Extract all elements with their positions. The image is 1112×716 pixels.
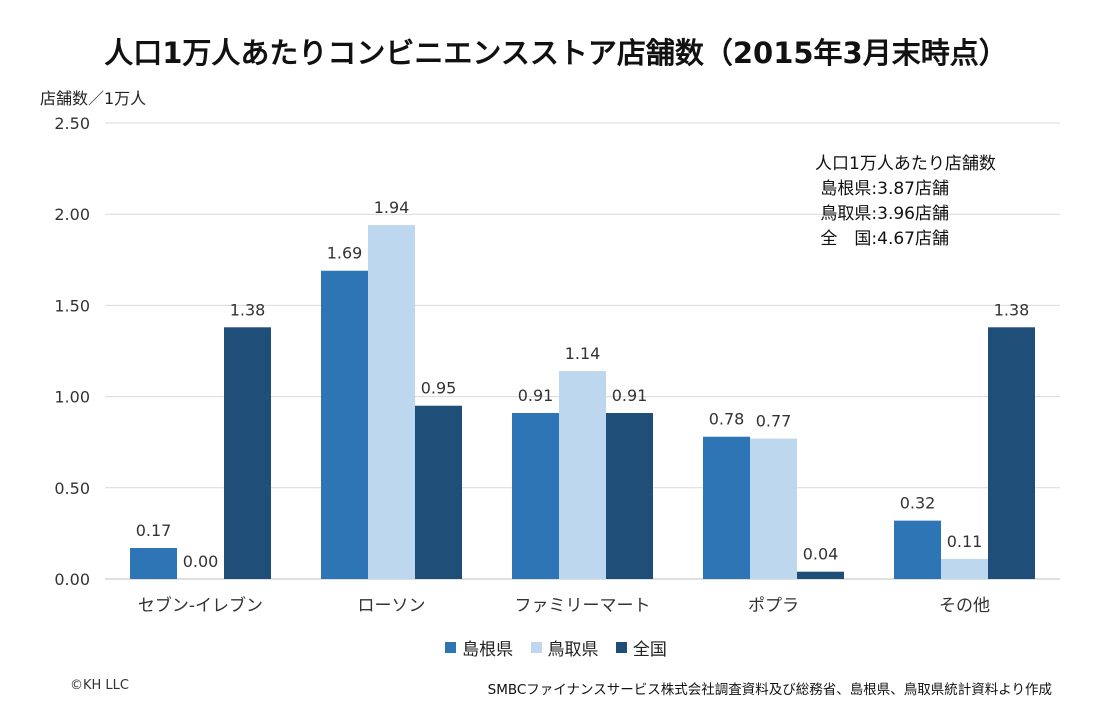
bar	[415, 405, 462, 579]
bar	[606, 413, 653, 579]
data-label: 0.11	[947, 532, 983, 551]
legend: 島根県 鳥取県 全国	[0, 635, 1112, 660]
bar	[941, 558, 988, 579]
data-label: 1.69	[327, 244, 363, 263]
legend-label-national: 全国	[632, 640, 667, 660]
data-label: 0.17	[136, 521, 172, 540]
legend-item-national: 全国	[615, 635, 667, 660]
copyright: ©KH LLC	[70, 678, 129, 693]
data-labels: 0.17 0.00 1.38 1.69 1.94 0.95 0.91 1.14 0.91 0.78…	[136, 198, 1030, 571]
y-tick-label: 0.50	[54, 479, 90, 498]
x-tick-label: ローソン	[358, 596, 426, 616]
data-label: 0.95	[421, 379, 457, 398]
data-label: 0.32	[900, 494, 936, 513]
y-axis-label: 店舗数／1万人	[40, 89, 147, 108]
bar	[750, 438, 797, 579]
bar	[559, 371, 606, 579]
bar	[988, 327, 1035, 579]
y-tick-labels: 0.00 0.50 1.00 1.50 2.00 2.50	[54, 114, 90, 589]
y-tick-label: 2.50	[54, 114, 90, 133]
data-label: 0.91	[612, 386, 648, 405]
legend-label-tottori: 鳥取県	[547, 640, 599, 660]
legend-item-shimane: 島根県	[445, 635, 513, 660]
data-label: 1.38	[994, 300, 1030, 319]
x-tick-label: ポプラ	[748, 596, 799, 616]
data-label: 0.91	[518, 386, 554, 405]
summary-annotation: 人口1万人あたり店舗数 島根県:3.87店舗 鳥取県:3.96店舗 全 国:4.…	[815, 152, 996, 252]
bar	[797, 571, 844, 579]
data-label: 1.94	[374, 198, 410, 217]
y-tick-label: 1.00	[54, 388, 90, 407]
legend-label-shimane: 島根県	[462, 640, 514, 660]
annotation-line-shimane: 島根県:3.87店舗	[815, 179, 949, 199]
chart-title: 人口1万人あたりコンビニエンスストア店舗数（2015年3月末時点）	[104, 36, 1008, 70]
bar	[321, 270, 368, 579]
bar	[224, 327, 271, 579]
y-tick-label: 2.00	[54, 205, 90, 224]
annotation-line-tottori: 鳥取県:3.96店舗	[815, 204, 949, 224]
annotation-line-national: 全 国:4.67店舗	[815, 229, 949, 249]
x-tick-label: セブン-イレブン	[138, 595, 263, 616]
x-tick-labels: セブン-イレブン ローソン ファミリーマート ポプラ その他	[138, 595, 990, 616]
bar	[703, 436, 750, 579]
data-label: 1.38	[230, 300, 266, 319]
bar	[368, 225, 415, 580]
bar	[512, 413, 559, 579]
source-note: SMBCファイナンスサービス株式会社調査資料及び総務省、島根県、鳥取県統計資料よ…	[487, 682, 1052, 698]
bar	[130, 547, 177, 579]
legend-swatch-national	[615, 642, 627, 653]
bars	[130, 225, 1035, 580]
x-tick-label: ファミリーマート	[515, 596, 651, 616]
data-label: 0.04	[803, 545, 839, 564]
data-label: 0.77	[756, 412, 792, 431]
data-label: 0.78	[709, 410, 745, 429]
legend-swatch-tottori	[530, 642, 542, 653]
data-label: 0.00	[183, 552, 219, 571]
x-tick-label: その他	[939, 596, 990, 616]
legend-item-tottori: 鳥取県	[530, 635, 599, 660]
legend-swatch-shimane	[445, 642, 457, 653]
annotation-heading: 人口1万人あたり店舗数	[815, 154, 996, 174]
data-label: 1.14	[565, 344, 601, 363]
y-tick-label: 0.00	[54, 570, 90, 589]
bar	[894, 520, 941, 579]
y-tick-label: 1.50	[54, 296, 90, 315]
